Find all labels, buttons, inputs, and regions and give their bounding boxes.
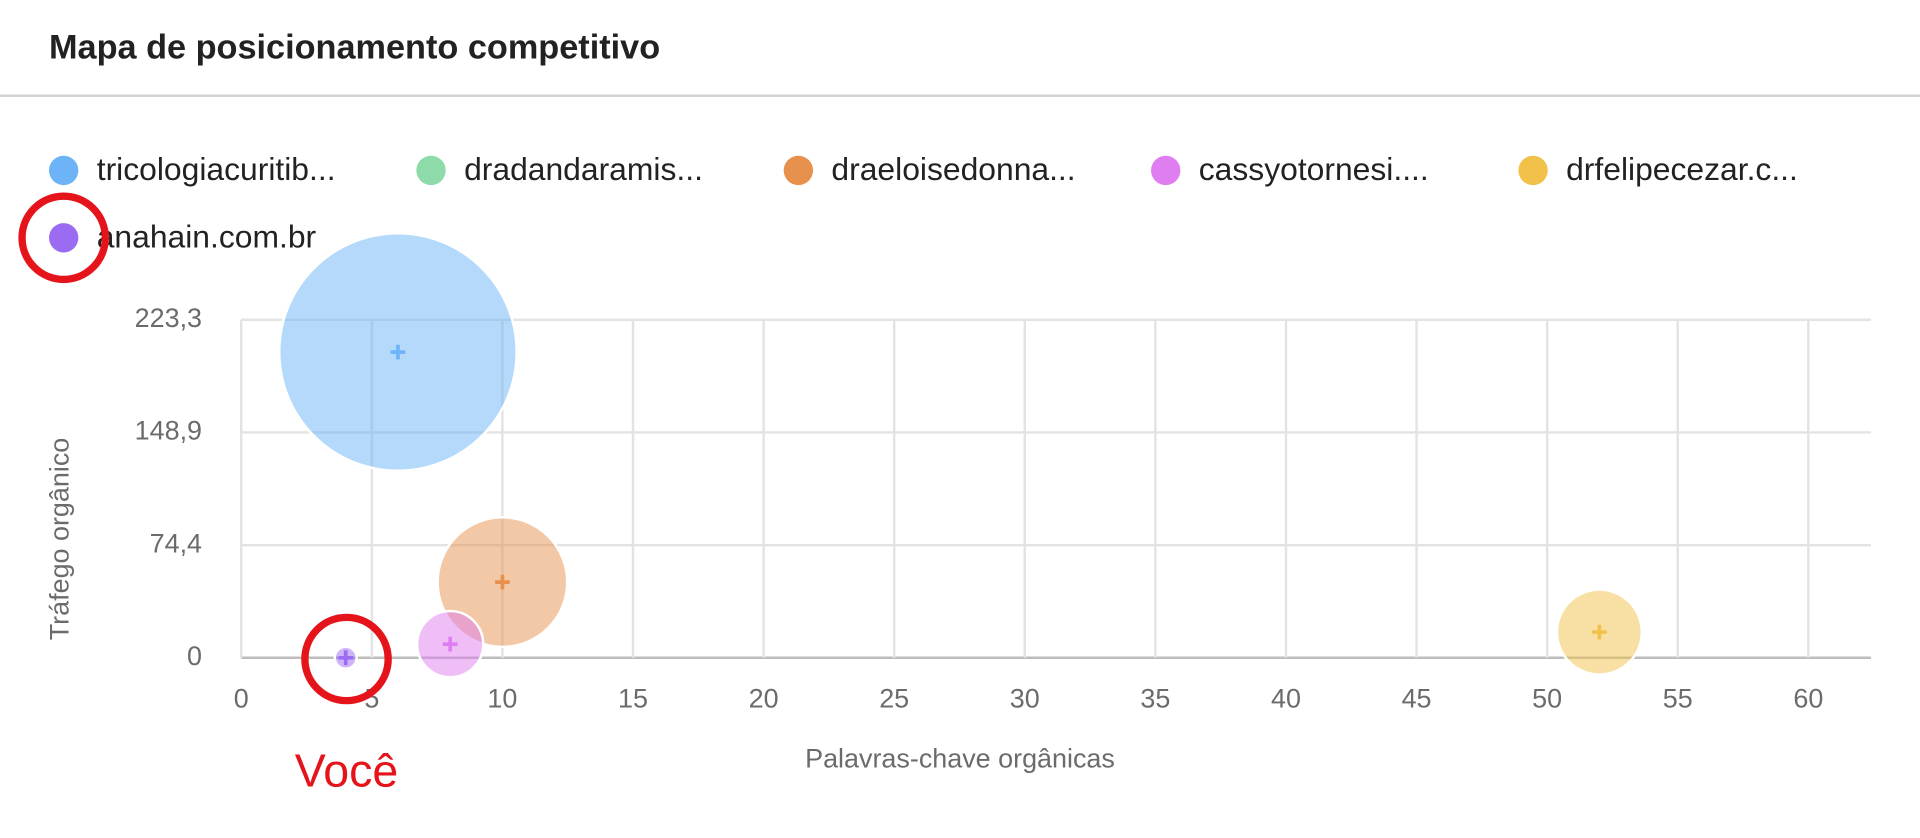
legend-marker — [783, 155, 814, 186]
x-tick-label: 45 — [1402, 684, 1432, 714]
highlight-circle — [18, 192, 109, 284]
center-marker — [442, 636, 458, 652]
legend-marker — [1518, 155, 1548, 186]
y-tick-label: 74,4 — [150, 528, 202, 558]
center-marker — [495, 574, 510, 590]
x-tick-label: 40 — [1271, 684, 1301, 714]
x-tick-label: 30 — [1010, 684, 1040, 714]
center-marker — [390, 344, 406, 360]
legend-label: tricologiacuritib... — [97, 151, 336, 187]
x-tick-label: 20 — [749, 684, 779, 714]
x-tick-label: 60 — [1793, 684, 1823, 714]
legend-marker — [416, 155, 446, 186]
legend-marker — [1151, 155, 1181, 186]
annotation: Você — [295, 744, 398, 796]
legend-label: cassyotornesi.... — [1199, 151, 1429, 187]
x-tick-label: 35 — [1140, 684, 1170, 714]
y-tick-label: 0 — [187, 641, 202, 671]
x-tick-label: 0 — [234, 684, 249, 714]
x-tick-label: 50 — [1532, 684, 1562, 714]
y-tick-label: 223,3 — [135, 303, 202, 333]
x-tick-label: 15 — [618, 684, 648, 714]
legend-marker — [48, 155, 79, 186]
center-marker — [338, 650, 354, 666]
x-tick-label: 25 — [879, 684, 909, 714]
legend-label: anahain.com.br — [97, 218, 317, 254]
legend-marker — [48, 223, 79, 253]
y-tick-label: 148,9 — [135, 416, 202, 446]
x-axis-label: Palavras-chave orgânicas — [805, 744, 1115, 774]
y-axis-label: Tráfego orgânico — [44, 438, 74, 641]
highlight-circle — [301, 613, 392, 705]
x-tick-label: 55 — [1663, 684, 1693, 714]
legend-label: draeloisedonna... — [831, 151, 1075, 187]
legend-label: dradandaramis... — [464, 151, 703, 187]
legend-label: drfelipecezar.c... — [1566, 151, 1798, 187]
x-tick-label: 10 — [487, 684, 517, 714]
center-marker — [1592, 624, 1607, 640]
chart-title: Mapa de posicionamento competitivo — [49, 28, 660, 66]
